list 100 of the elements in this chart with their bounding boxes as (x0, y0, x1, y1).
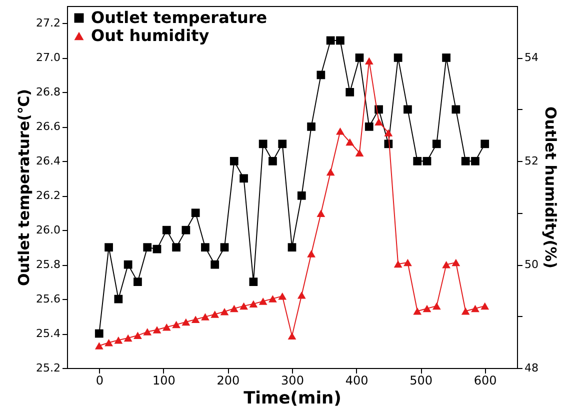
y-tick-label: 25.2 (36, 362, 60, 374)
point (355, 54, 364, 62)
point (182, 318, 190, 326)
x-tick-label: 300 (281, 374, 304, 388)
y-tick-label: 26.6 (36, 120, 60, 134)
y-tick-label: 26.2 (36, 189, 60, 202)
point (201, 313, 210, 320)
point (432, 140, 441, 148)
point (134, 332, 142, 340)
point (374, 118, 383, 126)
y-tick-label: 26.8 (36, 86, 60, 99)
point (461, 307, 470, 315)
point (258, 298, 268, 305)
point (210, 310, 220, 318)
point (172, 320, 180, 328)
y-tick-label: 26.0 (36, 224, 60, 237)
y-tick-label: 25.4 (36, 327, 60, 340)
point (413, 156, 422, 166)
point (364, 57, 374, 64)
point (346, 88, 354, 96)
point (124, 334, 132, 342)
point (143, 328, 152, 336)
point (230, 156, 238, 166)
point (240, 302, 248, 310)
point (404, 258, 412, 266)
point (182, 226, 190, 234)
point (152, 244, 162, 254)
point (422, 156, 432, 166)
point (297, 191, 306, 200)
x-tick-label: 200 (216, 374, 240, 388)
y-axis-title: Outlet temperature(℃) (15, 88, 34, 286)
point (258, 140, 268, 148)
point (384, 129, 393, 136)
point (210, 260, 220, 269)
point (94, 329, 104, 338)
point (220, 243, 229, 252)
point (316, 210, 326, 217)
y-tick-label: 27.2 (36, 16, 60, 30)
point (307, 122, 316, 131)
point (297, 291, 306, 299)
x-axis-title: Time(min) (244, 388, 342, 408)
point (404, 105, 412, 114)
point (307, 250, 316, 258)
x-tick-label: 500 (410, 374, 433, 388)
point (471, 156, 480, 166)
point (336, 36, 344, 45)
point (201, 243, 210, 252)
point (268, 156, 277, 166)
point (442, 54, 450, 62)
point (240, 174, 248, 183)
point (162, 324, 171, 331)
point (278, 292, 287, 300)
point (336, 128, 344, 135)
y-tick-label: 25.8 (36, 258, 60, 272)
y2-axis-title: Outlet humidity(%) (541, 106, 560, 269)
point (432, 302, 441, 310)
point (452, 258, 460, 266)
point (278, 140, 287, 148)
legend-label: Outlet temperature (91, 8, 268, 27)
point (143, 243, 152, 252)
point (220, 308, 229, 316)
point (316, 70, 326, 80)
point (124, 260, 132, 269)
point (172, 243, 180, 252)
point (480, 302, 490, 310)
point (104, 243, 113, 252)
y-tick-label: 27.0 (36, 51, 60, 64)
point (394, 260, 402, 268)
x-tick-label: 600 (474, 374, 497, 388)
y2-tick-label: 54 (524, 51, 538, 64)
point (326, 168, 335, 176)
point (364, 122, 374, 131)
point (480, 140, 490, 148)
y2-tick-label: 52 (524, 154, 538, 168)
x-tick-label: 100 (152, 374, 176, 388)
point (346, 138, 354, 146)
point (191, 316, 200, 324)
point (191, 208, 200, 218)
point (442, 260, 450, 268)
x-tick-label: 400 (345, 374, 368, 388)
point (413, 307, 422, 315)
legend-label: Out humidity (91, 26, 210, 45)
point (471, 304, 480, 312)
point (230, 304, 238, 312)
point (114, 294, 123, 304)
point (104, 339, 113, 346)
point (249, 300, 258, 308)
point (394, 54, 402, 62)
point (114, 336, 123, 344)
point (152, 326, 162, 334)
point (461, 156, 470, 166)
point (162, 226, 171, 234)
y2-tick-label: 48 (524, 362, 538, 374)
y2-tick-label: 50 (524, 258, 538, 272)
point (268, 295, 277, 302)
point (452, 105, 460, 114)
point (288, 243, 296, 252)
y-tick-label: 25.6 (36, 292, 60, 306)
point (422, 304, 432, 312)
point (134, 278, 142, 286)
